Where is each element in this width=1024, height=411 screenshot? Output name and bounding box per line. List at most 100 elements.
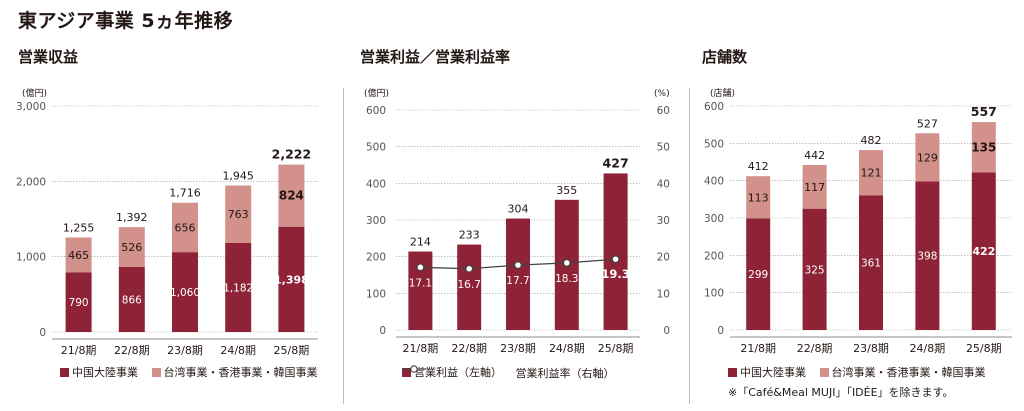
data-label-total: 412 xyxy=(748,160,769,173)
x-tick-label: 23/8期 xyxy=(853,342,889,355)
bar-operating-profit xyxy=(506,218,530,330)
bar-segment-mainland xyxy=(802,208,827,330)
bar-segment-mainland xyxy=(225,242,252,332)
stores-chart-title: 店舗数 xyxy=(702,48,748,66)
data-label-margin: 17.1 xyxy=(409,277,432,289)
y-tick-label-left: 200 xyxy=(366,252,386,264)
data-label-total: 1,716 xyxy=(169,187,201,200)
legend-item-margin: 営業利益率（右軸） xyxy=(402,365,615,381)
data-label-mainland: 361 xyxy=(861,258,881,270)
legend-swatch-mainland xyxy=(60,367,69,377)
x-tick-label: 21/8期 xyxy=(740,342,776,355)
margin-point xyxy=(562,258,571,267)
data-label-mainland: 325 xyxy=(805,264,825,276)
legend-item-mainland: 中国大陸事業 xyxy=(60,364,138,380)
data-label-mainland: 866 xyxy=(122,294,142,306)
legend-label-mainland: 中国大陸事業 xyxy=(72,366,138,379)
revenue-chart: (億円) 0 1,000 2,000 3,000 790 465 1,255 21/8期 866 5… xyxy=(16,87,318,357)
revenue-chart-title: 営業収益 xyxy=(18,48,79,66)
y-tick-label-left: 400 xyxy=(366,178,386,190)
data-label-margin: 18.3 xyxy=(555,273,578,285)
y-tick-label-left: 500 xyxy=(366,142,386,154)
data-label-profit: 355 xyxy=(556,184,577,197)
y-tick-label: 3,000 xyxy=(16,101,46,113)
bar-segment-mainland xyxy=(971,172,996,330)
operating-profit-chart-title: 営業利益／営業利益率 xyxy=(360,48,511,66)
bar-segment-other xyxy=(859,150,883,196)
y-tick-label: 0 xyxy=(39,327,46,339)
y-tick-label-left: 0 xyxy=(379,325,386,337)
legend-label-mainland: 中国大陸事業 xyxy=(740,366,806,379)
bar-segment-mainland xyxy=(859,195,883,330)
data-label-other: 656 xyxy=(175,221,196,234)
operating-profit-panel: 営業利益／営業利益率 (億円) (%) 0 0 100 10 200 20 300 30 400 40… xyxy=(344,40,688,411)
revenue-legend: 中国大陸事業 台湾事業・香港事業・韓国事業 xyxy=(60,364,328,380)
stores-panel: 店舗数 (店舗) 0 100 200 300 400 500 600 299 113 412 21/8… xyxy=(690,40,1024,411)
x-tick-label: 23/8期 xyxy=(500,342,536,355)
y-axis-unit-label-right: (%) xyxy=(654,89,670,99)
data-label-mainland: 1,060 xyxy=(170,287,200,299)
bar-segment-mainland xyxy=(172,252,198,332)
x-tick-label: 22/8期 xyxy=(451,342,487,355)
y-tick-label: 200 xyxy=(704,250,724,262)
bar-segment-other xyxy=(65,237,92,273)
data-label-total: 527 xyxy=(917,117,938,130)
data-label-other: 113 xyxy=(748,191,769,204)
x-tick-label: 25/8期 xyxy=(966,342,1002,355)
y-tick-label-left: 100 xyxy=(366,288,386,300)
legend-item-other: 台湾事業・香港事業・韓国事業 xyxy=(819,364,986,380)
data-label-total: 1,255 xyxy=(63,221,95,234)
legend-swatch-other xyxy=(151,367,161,377)
y-tick-label-right: 30 xyxy=(657,215,670,227)
y-axis-unit-label: (店舗) xyxy=(710,87,735,99)
data-label-other: 117 xyxy=(804,181,825,194)
divider-2 xyxy=(689,88,690,404)
page-title: 東アジア事業 5ヵ年推移 xyxy=(18,10,234,32)
margin-point xyxy=(465,264,474,273)
y-tick-label-right: 20 xyxy=(657,252,670,264)
data-label-profit: 427 xyxy=(603,155,629,170)
x-tick-label: 21/8期 xyxy=(403,342,439,355)
y-axis-unit-label: (億円) xyxy=(22,87,47,99)
y-tick-label: 300 xyxy=(704,213,724,225)
legend-swatch-other xyxy=(819,367,829,377)
x-tick-label: 25/8期 xyxy=(598,342,634,355)
margin-point xyxy=(513,261,523,270)
data-label-mainland: 790 xyxy=(69,297,89,309)
footnote: ※「Café&Meal MUJI」「IDÉE」を除きます。 xyxy=(728,386,954,399)
data-label-profit: 304 xyxy=(508,203,529,216)
data-label-other: 465 xyxy=(68,249,89,262)
x-tick-label: 23/8期 xyxy=(167,344,203,357)
legend-swatch-profit xyxy=(402,367,411,377)
legend-label-margin: 営業利益率（右軸） xyxy=(515,366,615,380)
data-label-mainland: 422 xyxy=(972,245,995,258)
bar-segment-other xyxy=(225,185,252,243)
bar-segment-other xyxy=(915,133,940,182)
data-label-profit: 214 xyxy=(410,236,431,249)
data-label-total: 2,222 xyxy=(272,147,312,162)
data-label-other: 121 xyxy=(861,167,882,180)
margin-point xyxy=(611,255,620,264)
legend-label-other: 台湾事業・香港事業・韓国事業 xyxy=(831,366,986,379)
bar-operating-profit xyxy=(457,244,482,330)
legend-swatch-mainland xyxy=(728,367,737,377)
y-tick-label: 100 xyxy=(704,288,724,300)
y-tick-label: 500 xyxy=(704,138,724,150)
data-label-profit: 233 xyxy=(459,229,480,242)
y-tick-label-right: 0 xyxy=(663,325,670,337)
x-tick-label: 24/8期 xyxy=(910,342,946,355)
y-tick-label-right: 10 xyxy=(657,288,670,300)
operating-profit-legend: 営業利益（左軸） 営業利益率（右軸） xyxy=(402,364,625,381)
y-tick-label: 2,000 xyxy=(16,176,46,188)
x-tick-label: 24/8期 xyxy=(549,342,585,355)
data-label-mainland: 398 xyxy=(917,251,937,263)
x-tick-label: 22/8期 xyxy=(114,344,150,357)
legend-item-other: 台湾事業・香港事業・韓国事業 xyxy=(151,364,318,380)
data-label-other: 129 xyxy=(917,151,938,164)
data-label-margin: 16.7 xyxy=(458,279,481,291)
stores-chart: (店舗) 0 100 200 300 400 500 600 299 113 412 21/8期 325… xyxy=(704,87,1012,355)
legend-item-mainland: 中国大陸事業 xyxy=(728,364,806,380)
x-tick-label: 21/8期 xyxy=(61,344,97,357)
bar-segment-other xyxy=(971,122,996,173)
y-tick-label-left: 300 xyxy=(366,215,386,227)
